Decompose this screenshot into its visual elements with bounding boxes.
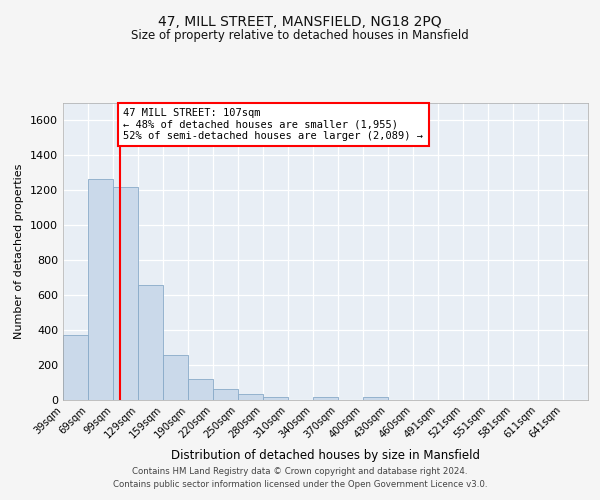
Text: Contains HM Land Registry data © Crown copyright and database right 2024.: Contains HM Land Registry data © Crown c… — [132, 467, 468, 476]
Bar — [263, 396, 288, 400]
Bar — [313, 398, 338, 400]
Bar — [163, 354, 188, 400]
Bar — [138, 286, 163, 400]
Bar — [188, 379, 213, 400]
Bar — [63, 335, 88, 400]
Bar — [363, 396, 388, 400]
X-axis label: Distribution of detached houses by size in Mansfield: Distribution of detached houses by size … — [171, 449, 480, 462]
Text: Size of property relative to detached houses in Mansfield: Size of property relative to detached ho… — [131, 29, 469, 42]
Text: Contains public sector information licensed under the Open Government Licence v3: Contains public sector information licen… — [113, 480, 487, 489]
Bar — [88, 178, 113, 400]
Bar — [213, 388, 238, 400]
Bar — [238, 394, 263, 400]
Text: 47 MILL STREET: 107sqm
← 48% of detached houses are smaller (1,955)
52% of semi-: 47 MILL STREET: 107sqm ← 48% of detached… — [124, 108, 424, 141]
Y-axis label: Number of detached properties: Number of detached properties — [14, 164, 25, 339]
Text: 47, MILL STREET, MANSFIELD, NG18 2PQ: 47, MILL STREET, MANSFIELD, NG18 2PQ — [158, 15, 442, 29]
Bar — [113, 188, 138, 400]
